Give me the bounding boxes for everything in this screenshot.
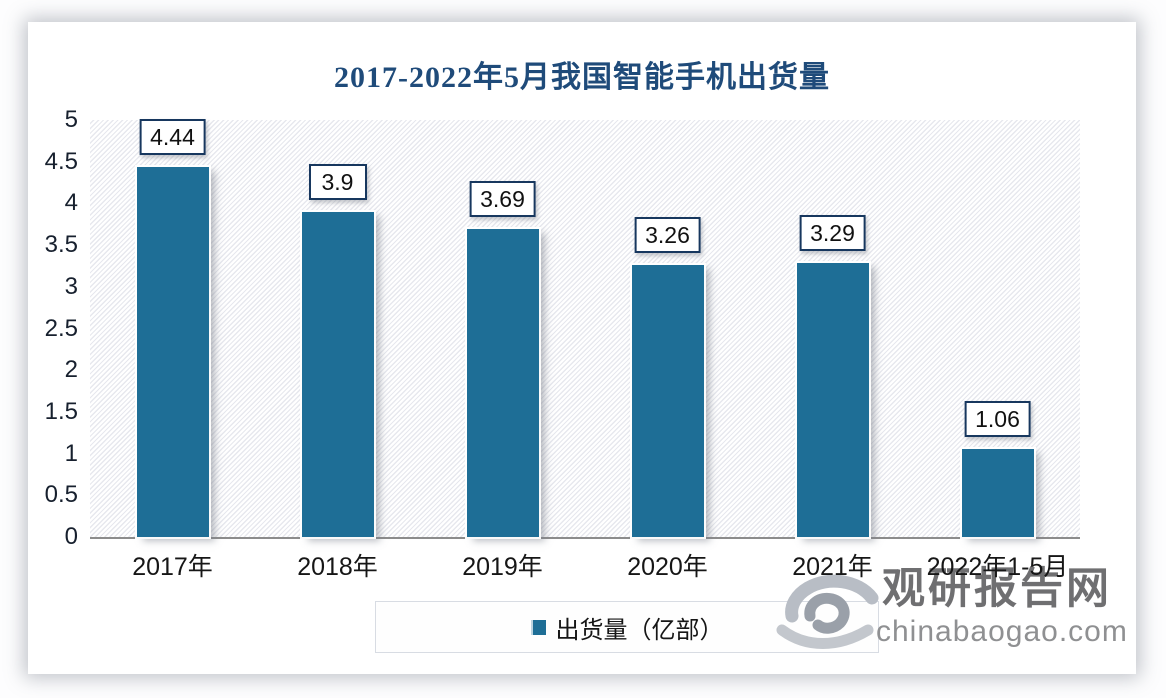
x-tick-label: 2019年 <box>462 553 543 581</box>
y-tick-label: 4.5 <box>44 147 78 175</box>
y-tick-label: 2 <box>64 356 78 384</box>
bars-container: 4.44 2017年 3.9 2018年 3.69 2019年 3.26 2020年 3.29 2… <box>90 118 1080 581</box>
bar <box>796 262 869 537</box>
y-tick-label: 1.5 <box>44 397 78 425</box>
bar-slot: 3.26 2020年 <box>585 120 750 581</box>
bar <box>961 448 1034 537</box>
bar-value-box: 3.29 <box>799 214 866 251</box>
bar-value-box: 3.26 <box>634 217 701 254</box>
x-tick-label: 2022年1-5月 <box>926 553 1069 581</box>
bar-value-box: 3.69 <box>469 181 536 218</box>
bar-value-box: 3.9 <box>308 163 367 200</box>
x-tick-label: 2021年 <box>792 553 873 581</box>
y-tick-label: 4 <box>64 189 78 217</box>
x-tick-label: 2017年 <box>132 553 213 581</box>
watermark-domain: chinabaogao.com <box>876 615 1128 648</box>
y-tick-label: 1 <box>64 439 78 467</box>
y-tick-label: 5 <box>64 106 78 133</box>
chart-card: 2017-2022年5月我国智能手机出货量 5 4.5 4 3.5 3 2.5 2 1.5 1 0… <box>28 22 1136 674</box>
chart-title: 2017-2022年5月我国智能手机出货量 <box>334 61 830 94</box>
legend-label: 出货量（亿部） <box>555 616 724 644</box>
bar-slot: 3.29 2021年 <box>750 120 915 581</box>
plot-area: 5 4.5 4 3.5 3 2.5 2 1.5 1 0.5 0 4.44 2017年 3.9 2018年 3… <box>45 107 1080 581</box>
y-tick-label: 0 <box>64 523 78 550</box>
bar-slot: 4.44 2017年 <box>90 118 255 581</box>
legend: 出货量（亿部） <box>375 601 879 653</box>
x-tick-label: 2018年 <box>297 553 378 581</box>
y-tick-label: 3 <box>64 272 78 300</box>
bar-slot: 1.06 2022年1-5月 <box>915 120 1080 581</box>
bar <box>631 265 704 537</box>
y-tick-label: 2.5 <box>44 314 78 342</box>
y-tick-label: 0.5 <box>44 481 78 509</box>
bar-slot: 3.9 2018年 <box>255 120 420 581</box>
bar-slot: 3.69 2019年 <box>420 120 585 581</box>
y-tick-label: 3.5 <box>44 231 78 259</box>
bar <box>136 166 209 537</box>
x-tick-label: 2020年 <box>627 553 708 581</box>
legend-marker-icon <box>530 619 546 635</box>
bar <box>301 211 374 537</box>
bar <box>466 229 539 537</box>
bar-value-box: 1.06 <box>964 400 1031 437</box>
bar-value-box: 4.44 <box>139 118 206 155</box>
